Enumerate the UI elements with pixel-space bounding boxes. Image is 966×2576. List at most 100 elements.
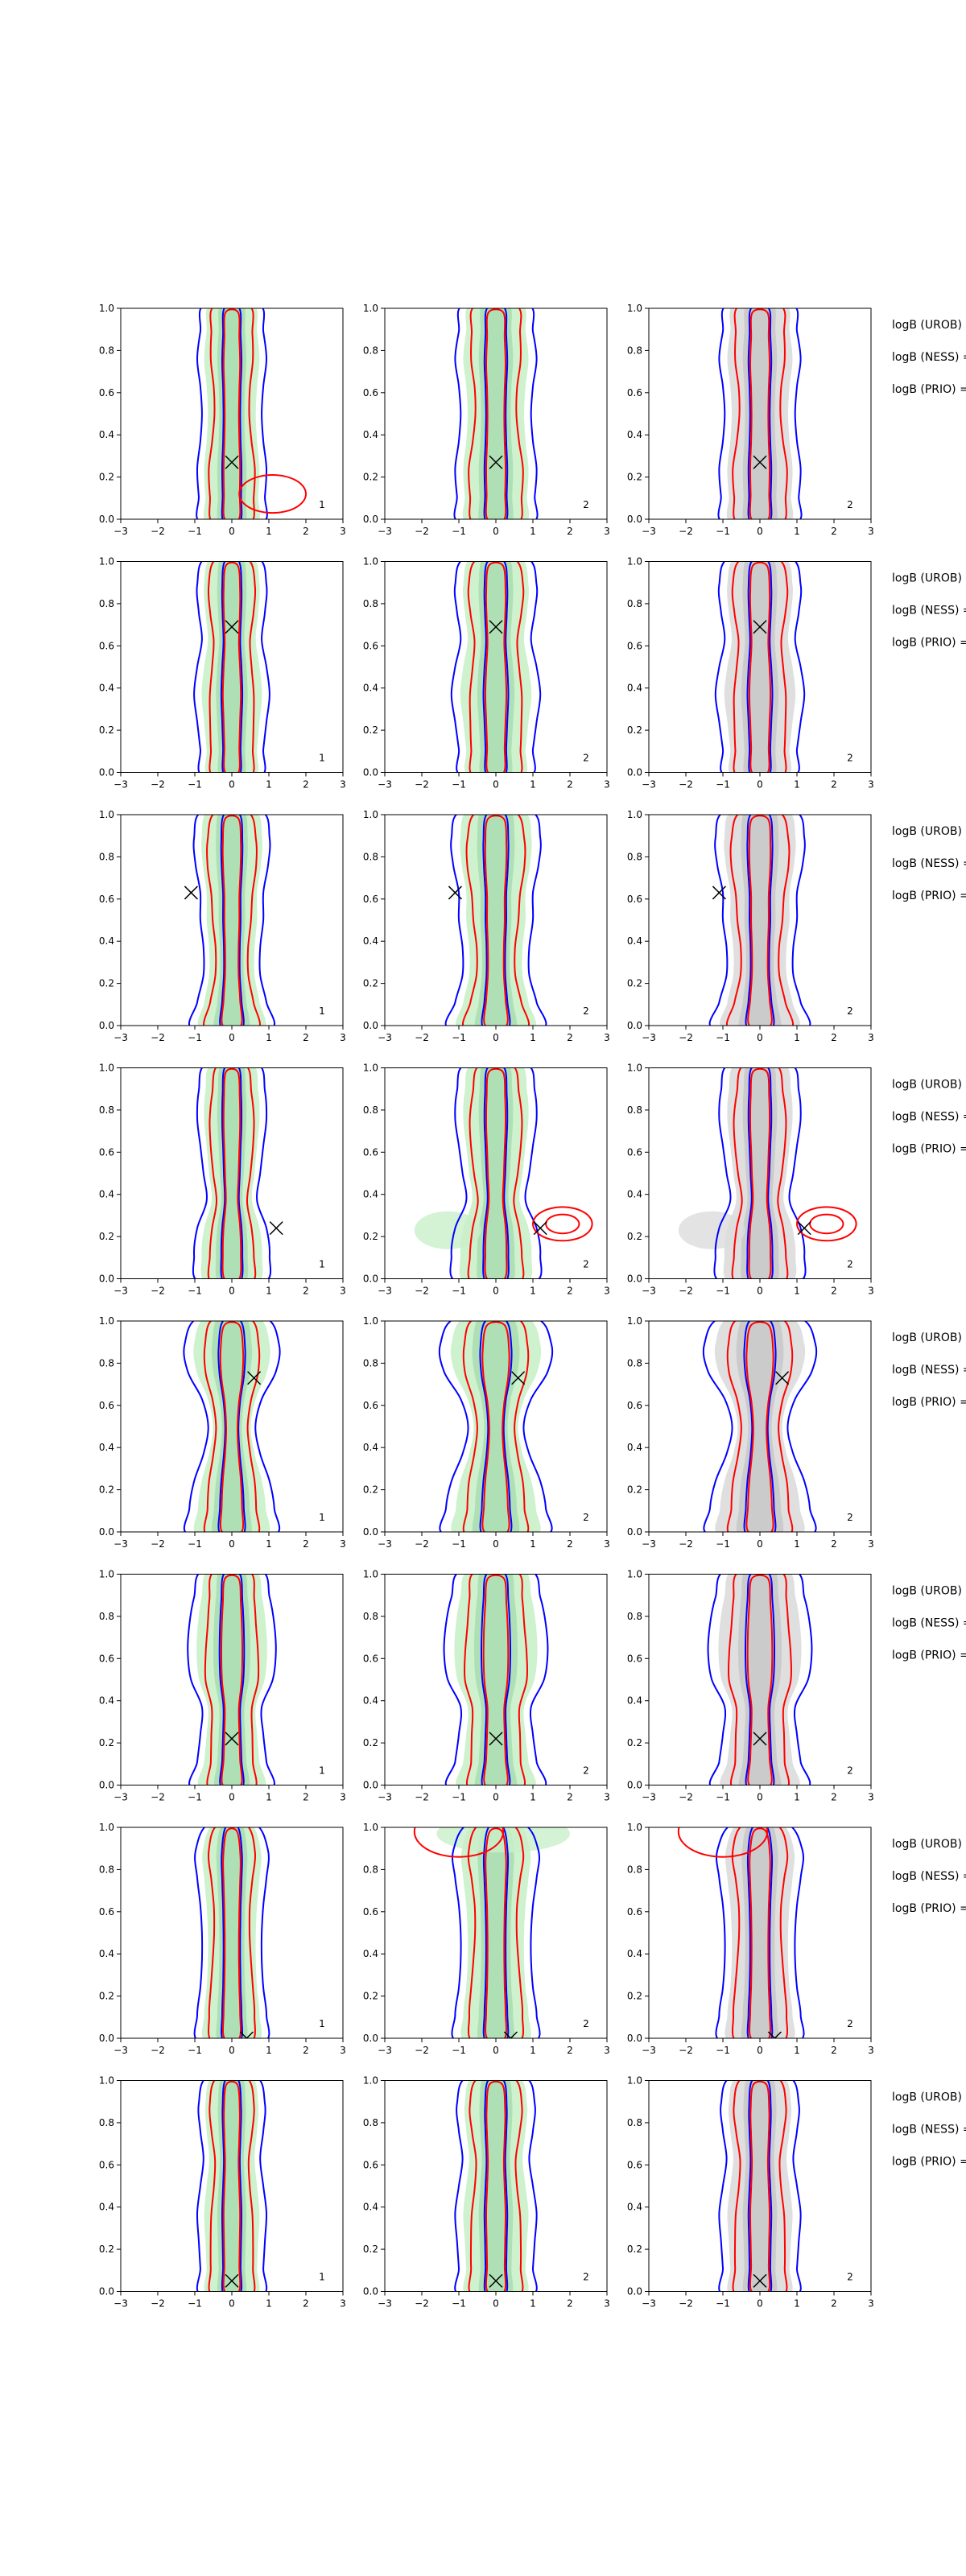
x-tick-label: 2: [567, 2298, 573, 2310]
x-tick-label: 1: [794, 2045, 800, 2056]
x-marker: [767, 2031, 782, 2038]
x-tick-label: 0: [229, 1032, 235, 1043]
red-contour-outer: [725, 815, 795, 1026]
y-tick-label: 1.0: [627, 1315, 642, 1327]
y-tick-label: 0.8: [99, 1864, 114, 1875]
blue-contour-inner: [746, 1067, 774, 1279]
plot-area: [714, 561, 806, 773]
red-contour-inner: [481, 1321, 510, 1532]
y-tick-label: 1.0: [363, 1063, 378, 1074]
x-marker: [753, 455, 767, 469]
x-tick-label: −3: [642, 779, 656, 791]
x-tick-label: −3: [642, 526, 656, 537]
x-tick-label: 3: [868, 526, 874, 537]
red-contour-outer: [726, 1321, 794, 1532]
panel-r6-c2: −3 −2 −1 0 1 2 3 0.0 0.2 0.4 0.6 0.8 1.0 2: [363, 1569, 610, 1803]
y-tick-label: 0.2: [99, 472, 114, 483]
y-tick-label: 0.6: [363, 2159, 378, 2170]
x-marker-stroke: [511, 1371, 526, 1385]
x-tick-label: −3: [642, 1286, 656, 1297]
red-contour-outer: [727, 1574, 793, 1785]
y-tick-label: 0.2: [363, 1231, 378, 1242]
red-contour-outer: [462, 1321, 530, 1532]
x-tick-label: −1: [716, 1792, 730, 1803]
x-marker-stroke: [489, 620, 503, 634]
red-contour-outer: [732, 308, 788, 519]
y-tick-label: 0.0: [363, 767, 378, 778]
y-tick-label: 0.8: [99, 1104, 114, 1116]
x-tick-label: 3: [868, 2298, 874, 2310]
blue-contour-inner: [746, 1827, 774, 2038]
x-marker-stroke: [510, 2031, 518, 2038]
panel-r2-c3: −3 −2 −1 0 1 2 3 0.0 0.2 0.4 0.6 0.8 1.0 2: [627, 556, 874, 791]
y-tick-label: 0.8: [99, 1611, 114, 1622]
plot-area: [438, 1321, 554, 1532]
y-tick-label: 0.0: [363, 1020, 378, 1031]
x-marker-stroke: [239, 2031, 248, 2038]
y-tick-label: 0.6: [627, 1653, 642, 1664]
x-tick-label: −1: [716, 1286, 730, 1297]
panel-r3-c2: −3 −2 −1 0 1 2 3 0.0 0.2 0.4 0.6 0.8 1.0 2: [363, 809, 610, 1043]
x-marker-stroke: [246, 2031, 254, 2038]
red-contour-outer: [731, 1067, 789, 1279]
y-tick-label: 0.2: [627, 1484, 642, 1496]
x-marker: [511, 1371, 526, 1385]
red-contour-lobe: [531, 1206, 593, 1242]
y-tick-label: 0.6: [627, 1906, 642, 1918]
panel-corner-label: 1: [319, 1765, 325, 1777]
y-tick-label: 1.0: [627, 1063, 642, 1074]
x-tick-label: 0: [493, 1286, 499, 1297]
x-marker-stroke: [753, 455, 767, 469]
y-tick-label: 0.4: [627, 1948, 642, 1959]
density-fill-inner: [213, 815, 250, 1026]
panel-r6-c3: −3 −2 −1 0 1 2 3 0.0 0.2 0.4 0.6 0.8 1.0 2: [627, 1569, 874, 1803]
blue-contour-inner: [743, 1321, 777, 1532]
y-tick-label: 1.0: [99, 1063, 114, 1074]
blue-contour-inner: [746, 561, 774, 773]
x-tick-label: 1: [794, 1032, 800, 1043]
x-tick-label: −3: [114, 1538, 128, 1550]
red-contour-inner: [221, 561, 242, 773]
blue-contour-inner: [747, 2080, 773, 2292]
x-tick-label: 3: [604, 1792, 610, 1803]
x-marker-stroke: [503, 2031, 512, 2038]
x-tick-label: 0: [757, 1032, 763, 1043]
x-tick-label: 1: [266, 1538, 272, 1550]
panel-corner-label: 2: [583, 2272, 589, 2283]
red-contour-inner: [483, 815, 509, 1026]
red-contour-inner: [222, 308, 242, 519]
panel-corner-label: 1: [319, 1512, 325, 1523]
red-contour-inner: [485, 308, 507, 519]
y-tick-label: 0.8: [627, 1864, 642, 1875]
x-tick-label: 2: [303, 526, 309, 537]
logb-label: logB (UROB) =: [892, 319, 966, 332]
panel-r4-c1: −3 −2 −1 0 1 2 3 0.0 0.2 0.4 0.6 0.8 1.0 1: [99, 1063, 346, 1297]
panel-corner-label: 2: [583, 1512, 589, 1523]
y-tick-label: 0.2: [99, 978, 114, 989]
red-contour-outer: [731, 1827, 789, 2038]
x-marker: [184, 886, 198, 900]
x-tick-label: −2: [151, 1286, 165, 1297]
x-tick-label: −1: [188, 2298, 202, 2310]
x-tick-label: −1: [452, 1032, 466, 1043]
x-tick-label: −3: [642, 2045, 656, 2056]
blue-contour-inner: [221, 308, 243, 519]
red-contour-outer: [732, 2080, 788, 2292]
x-marker: [753, 620, 767, 634]
y-tick-label: 0.2: [627, 2244, 642, 2255]
x-marker: [797, 1221, 811, 1236]
x-tick-label: −2: [415, 1032, 429, 1043]
x-marker-stroke: [489, 1732, 503, 1746]
x-tick-label: 2: [303, 2298, 309, 2310]
y-tick-label: 0.8: [99, 2117, 114, 2128]
panel-corner-label: 1: [319, 2018, 325, 2029]
x-tick-label: −2: [151, 779, 165, 791]
blue-contour-inner: [747, 308, 773, 519]
y-tick-label: 0.8: [363, 1104, 378, 1116]
y-tick-label: 1.0: [99, 809, 114, 820]
plot-area: [707, 1574, 813, 1785]
red-contour-inner: [748, 1067, 772, 1279]
logb-label: logB (PRIO) =: [892, 2156, 966, 2169]
y-tick-label: 0.2: [627, 724, 642, 736]
